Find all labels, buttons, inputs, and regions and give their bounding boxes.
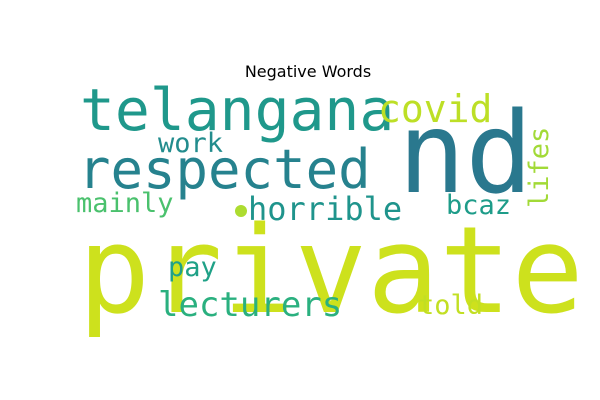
word-lifes: lifes [524,127,555,208]
word-bcaz: bcaz [446,190,511,221]
word-horrible: horrible [248,190,402,228]
word-dot [235,205,247,217]
word-told: told [418,290,483,321]
word-pay: pay [168,252,217,283]
chart-title: Negative Words [245,62,371,81]
word-respected: respected [78,138,371,201]
word-nd: nd [398,89,533,219]
word-work: work [158,128,223,159]
word-telangana: telangana [80,76,394,144]
word-covid: covid [378,87,492,131]
word-lecturers: lecturers [158,285,342,325]
word-mainly: mainly [76,188,174,219]
word-private: private [78,202,584,341]
